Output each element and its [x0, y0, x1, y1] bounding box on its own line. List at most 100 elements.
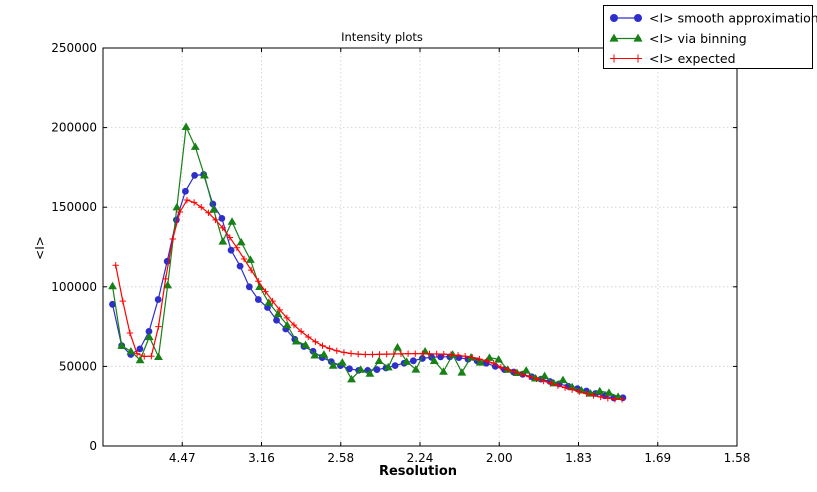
plus-marker-icon [426, 350, 433, 358]
legend-item-smooth-approximation: <I> smooth approximation [610, 11, 817, 26]
circle-marker-icon [218, 214, 226, 222]
plus-marker-icon [604, 395, 612, 402]
plus-marker-icon [183, 196, 191, 204]
plus-marker-icon [141, 353, 148, 360]
y-tick-labels: 0 50000 100000 150000 200000 250000 [51, 41, 97, 453]
plus-marker-icon [176, 208, 184, 216]
plus-marker-icon [326, 345, 333, 352]
plus-marker-icon [376, 351, 383, 358]
triangle-marker-icon [291, 336, 301, 345]
legend-label-via-binning: <I> via binning [649, 31, 747, 46]
plus-marker-icon [340, 349, 348, 356]
x-tick-label: 2.00 [486, 451, 513, 465]
plus-marker-icon [447, 351, 455, 358]
circle-marker-icon [409, 357, 417, 365]
plus-marker-icon [454, 352, 462, 359]
plus-marker-icon [369, 351, 376, 358]
triangle-marker-icon [154, 352, 163, 361]
triangle-marker-icon [485, 353, 494, 361]
plus-marker-icon [126, 329, 134, 337]
triangle-marker-icon [301, 340, 310, 349]
x-tick-label: 1.83 [565, 451, 592, 465]
y-tick-label: 200000 [51, 121, 97, 135]
plus-marker-icon [219, 224, 226, 232]
plus-marker-icon [419, 350, 426, 357]
triangle-marker-icon [236, 237, 246, 246]
plus-marker-icon [233, 244, 241, 251]
triangle-marker-icon [365, 369, 375, 377]
triangle-marker-icon [411, 365, 421, 373]
plus-marker-icon [347, 350, 355, 357]
circle-marker-icon [109, 300, 116, 308]
series-triangle [108, 122, 623, 400]
plus-marker-icon [433, 350, 440, 358]
legend-label-smooth-approximation: <I> smooth approximation [649, 11, 817, 26]
x-tick-label: 4.47 [169, 451, 196, 465]
plus-marker-icon [526, 373, 533, 380]
circle-marker-icon [437, 353, 445, 361]
x-tick-label: 1.58 [724, 451, 751, 465]
triangle-marker-icon [264, 298, 274, 306]
y-tick-label: 0 [89, 439, 97, 453]
plus-marker-icon [397, 350, 405, 358]
triangle-marker-icon [181, 122, 191, 131]
triangle-marker-icon [383, 362, 393, 371]
plus-marker-icon [198, 204, 205, 211]
plus-marker-icon [312, 338, 319, 345]
plus-marker-icon [190, 199, 198, 206]
plus-marker-icon [634, 54, 642, 63]
triangle-marker-icon [282, 320, 292, 329]
plus-marker-icon [461, 353, 469, 360]
triangle-marker-icon [521, 366, 531, 374]
circle-marker-icon [610, 14, 618, 22]
triangle-marker-icon [126, 346, 136, 355]
series-plus [112, 196, 626, 403]
triangle-marker-icon [172, 202, 182, 211]
plus-marker-icon [240, 255, 248, 263]
triangle-marker-icon [494, 355, 504, 363]
plus-marker-icon [155, 323, 162, 330]
legend: <I> smooth approximation <I> via binning… [603, 5, 817, 69]
circle-marker-icon [191, 171, 199, 179]
circle-marker-icon [346, 365, 353, 373]
plus-marker-icon [568, 386, 576, 393]
plus-marker-icon [611, 395, 619, 403]
plus-marker-icon [583, 390, 590, 397]
circle-marker-icon [154, 296, 162, 303]
plus-marker-icon [469, 354, 476, 361]
legend-item-via-binning: <I> via binning [609, 31, 747, 46]
plus-marker-icon [440, 350, 447, 358]
plus-marker-icon [576, 388, 583, 395]
triangle-marker-icon [439, 367, 448, 375]
triangle-marker-icon [117, 341, 127, 349]
plus-marker-icon [205, 209, 212, 216]
triangle-marker-icon [337, 358, 347, 366]
plus-marker-icon [476, 355, 483, 363]
plus-marker-icon [533, 375, 540, 383]
triangle-marker-icon [255, 282, 264, 290]
triangle-marker-icon [108, 281, 117, 290]
triangle-marker-icon [356, 365, 366, 373]
legend-label-expected: <I> expected [649, 51, 736, 66]
plus-marker-icon [490, 360, 497, 367]
plus-marker-icon [290, 321, 298, 329]
circle-marker-icon [634, 14, 642, 22]
x-tick-labels: 4.47 3.16 2.58 2.24 2.00 1.83 1.69 1.58 [169, 451, 750, 465]
plus-marker-icon [590, 392, 597, 399]
plus-marker-icon [333, 347, 340, 354]
legend-item-expected: <I> expected [610, 51, 736, 66]
circle-marker-icon [136, 345, 144, 353]
plus-marker-icon [162, 275, 169, 283]
circle-marker-icon [236, 262, 244, 270]
triangle-marker-icon [540, 371, 549, 380]
plus-marker-icon [497, 363, 505, 371]
triangle-marker-icon [595, 386, 605, 395]
triangle-marker-icon [633, 33, 643, 42]
circle-marker-icon [145, 327, 153, 335]
triangle-marker-icon [144, 332, 154, 341]
triangle-marker-icon [200, 171, 209, 179]
plus-marker-icon [269, 297, 276, 305]
circle-marker-icon [245, 283, 253, 291]
